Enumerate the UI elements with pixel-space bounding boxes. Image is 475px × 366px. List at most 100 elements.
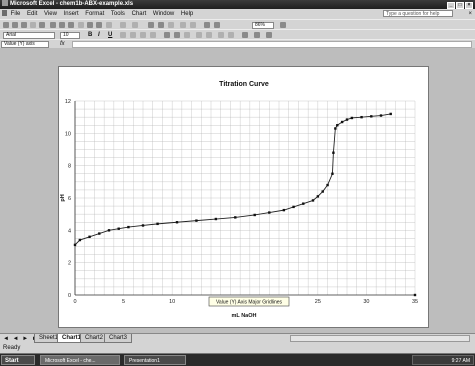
fx-icon[interactable]: fx <box>60 41 65 47</box>
function-icon[interactable] <box>168 22 174 28</box>
autosum-icon[interactable] <box>158 22 164 28</box>
currency-icon[interactable] <box>164 32 170 38</box>
percent-icon[interactable] <box>174 32 180 38</box>
menu-tools[interactable]: Tools <box>110 11 125 17</box>
menu-chart[interactable]: Chart <box>131 11 147 17</box>
copy-icon[interactable] <box>87 22 93 28</box>
tab-chart3[interactable]: Chart3 <box>104 334 133 343</box>
spelling-icon[interactable] <box>68 22 74 28</box>
data-point[interactable] <box>360 115 363 119</box>
increase-decimal-icon[interactable] <box>196 32 202 38</box>
data-series[interactable] <box>73 112 417 297</box>
bold-button[interactable]: B <box>88 32 93 38</box>
hyperlink-icon[interactable] <box>148 22 154 28</box>
titration-curve-line[interactable] <box>74 113 391 246</box>
horizontal-scrollbar[interactable] <box>290 335 470 342</box>
name-box[interactable]: Value (Y) axis <box>1 41 49 48</box>
data-point[interactable] <box>98 232 101 235</box>
chart-title[interactable]: Titration Curve <box>219 81 269 88</box>
y-axis-title[interactable]: pH <box>60 194 66 201</box>
font-size-select[interactable]: 10 <box>60 32 80 39</box>
data-point[interactable] <box>413 293 417 297</box>
data-point[interactable] <box>253 213 256 217</box>
font-color-icon[interactable] <box>266 32 272 38</box>
taskbar-presentation[interactable]: Presentation1 <box>124 355 186 365</box>
data-point[interactable] <box>345 118 349 121</box>
menu-format[interactable]: Format <box>85 11 105 17</box>
taskbar-excel[interactable]: Microsoft Excel - che... <box>40 355 120 365</box>
permission-icon[interactable] <box>30 22 36 28</box>
fill-color-icon[interactable] <box>254 32 260 38</box>
gridlines[interactable] <box>74 100 416 296</box>
paste-icon[interactable] <box>96 22 102 28</box>
cut-icon[interactable] <box>78 22 84 28</box>
close-icon[interactable]: × <box>465 2 473 9</box>
data-point[interactable] <box>141 224 145 227</box>
menu-insert[interactable]: Insert <box>63 11 79 17</box>
decrease-decimal-icon[interactable] <box>206 32 212 38</box>
chart-area[interactable]: Titration Curve mL NaOH pH 0510152025303… <box>58 66 429 328</box>
menu-edit[interactable]: Edit <box>27 11 38 17</box>
align-right-icon[interactable] <box>140 32 146 38</box>
data-point[interactable] <box>302 202 305 205</box>
underline-button[interactable]: U <box>108 32 113 38</box>
data-point[interactable] <box>88 235 91 238</box>
increase-indent-icon[interactable] <box>228 32 234 38</box>
data-point[interactable] <box>292 205 295 209</box>
data-point[interactable] <box>127 225 130 229</box>
data-point[interactable] <box>175 221 179 224</box>
email-icon[interactable] <box>39 22 45 28</box>
data-point[interactable] <box>350 116 354 120</box>
menu-help[interactable]: Help <box>180 11 194 17</box>
comma-icon[interactable] <box>184 32 190 38</box>
font-select[interactable]: Arial <box>3 32 55 39</box>
axes[interactable] <box>74 101 415 296</box>
data-point[interactable] <box>282 208 286 212</box>
menu-view[interactable]: View <box>44 11 57 17</box>
save-icon[interactable] <box>21 22 27 28</box>
document-icon[interactable] <box>2 10 7 16</box>
sort-ascending-icon[interactable] <box>180 22 186 28</box>
zoom-select[interactable]: 86% <box>252 22 274 29</box>
data-point[interactable] <box>195 219 198 222</box>
help-search-input[interactable]: Type a question for help <box>383 10 453 17</box>
format-painter-icon[interactable] <box>106 22 112 28</box>
minimize-icon[interactable]: _ <box>447 2 455 9</box>
data-point[interactable] <box>389 112 392 116</box>
data-point[interactable] <box>311 199 315 202</box>
tab-navigation[interactable]: ◄ ◄ ► ►| <box>3 336 42 342</box>
merge-center-icon[interactable] <box>150 32 156 38</box>
borders-icon[interactable] <box>242 32 248 38</box>
decrease-indent-icon[interactable] <box>218 32 224 38</box>
chart-wizard-icon[interactable] <box>204 22 210 28</box>
menu-window[interactable]: Window <box>152 11 175 17</box>
print-preview-icon[interactable] <box>59 22 65 28</box>
data-point[interactable] <box>234 216 237 219</box>
data-point[interactable] <box>332 151 335 154</box>
workbook-close-icon[interactable]: × <box>468 11 472 17</box>
open-icon[interactable] <box>12 22 18 28</box>
undo-icon[interactable] <box>120 22 126 28</box>
align-left-icon[interactable] <box>120 32 126 38</box>
data-point[interactable] <box>117 227 120 230</box>
data-point[interactable] <box>321 190 324 193</box>
italic-button[interactable]: I <box>98 32 100 38</box>
data-point[interactable] <box>331 172 334 175</box>
sort-descending-icon[interactable] <box>190 22 196 28</box>
formula-input[interactable] <box>72 41 472 48</box>
data-point[interactable] <box>340 120 344 124</box>
data-point[interactable] <box>379 114 383 117</box>
new-icon[interactable] <box>3 22 9 28</box>
data-point[interactable] <box>268 211 271 214</box>
data-point[interactable] <box>78 238 82 242</box>
redo-icon[interactable] <box>132 22 138 28</box>
data-point[interactable] <box>370 115 373 118</box>
drawing-icon[interactable] <box>214 22 220 28</box>
data-point[interactable] <box>316 195 320 198</box>
data-point[interactable] <box>107 229 111 232</box>
maximize-icon[interactable]: □ <box>456 2 464 9</box>
data-point[interactable] <box>73 243 77 247</box>
start-button[interactable]: Start <box>1 355 35 365</box>
help-icon[interactable] <box>280 22 286 28</box>
x-axis-title[interactable]: mL NaOH <box>232 313 257 319</box>
